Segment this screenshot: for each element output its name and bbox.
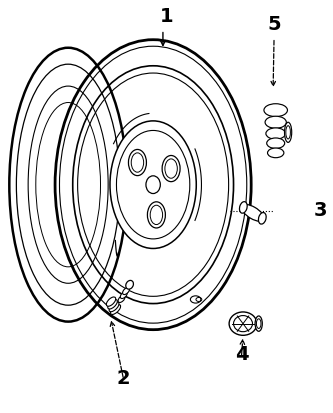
Text: 3: 3 [313,202,327,221]
Ellipse shape [123,287,130,294]
Ellipse shape [284,122,292,142]
Text: 4: 4 [234,345,248,364]
Ellipse shape [241,204,264,221]
Ellipse shape [118,295,125,302]
Ellipse shape [258,213,266,224]
Ellipse shape [126,280,134,289]
Ellipse shape [190,296,201,303]
Ellipse shape [267,138,285,148]
Ellipse shape [106,297,116,306]
Ellipse shape [129,150,147,176]
Ellipse shape [111,305,121,314]
Ellipse shape [229,312,257,335]
Ellipse shape [109,302,119,312]
Ellipse shape [110,121,196,249]
Ellipse shape [108,299,117,309]
Ellipse shape [239,202,247,213]
Ellipse shape [255,316,262,331]
Text: 2: 2 [117,369,131,388]
Ellipse shape [265,116,286,128]
Ellipse shape [148,202,166,228]
Ellipse shape [162,155,180,182]
Ellipse shape [264,104,287,116]
Ellipse shape [266,128,285,139]
Circle shape [146,176,160,194]
Ellipse shape [267,148,284,158]
Ellipse shape [120,292,127,299]
Text: 5: 5 [267,14,281,33]
Text: 1: 1 [160,7,173,26]
